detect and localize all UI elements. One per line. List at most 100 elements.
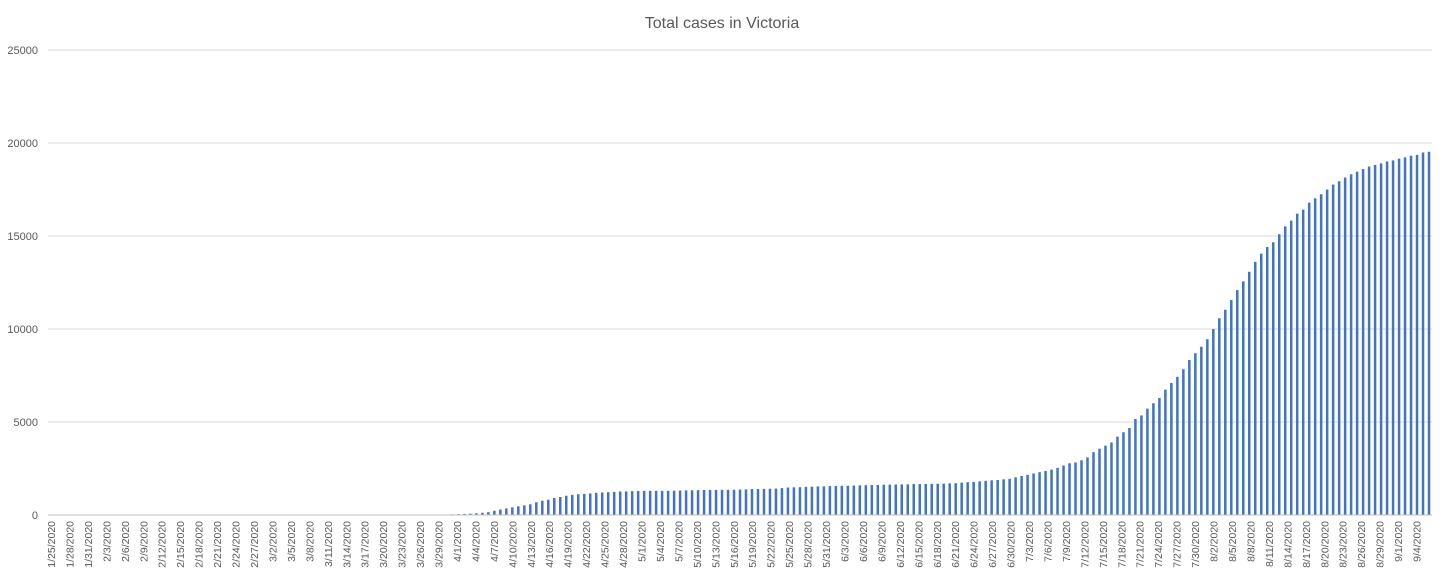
bar: [1379, 163, 1383, 515]
bar: [594, 492, 598, 515]
bar: [1301, 209, 1305, 515]
bar: [1026, 474, 1029, 515]
bar: [1104, 445, 1107, 515]
x-tick-label: 3/11/2020: [323, 521, 335, 567]
bar: [876, 484, 880, 515]
bar: [588, 493, 592, 515]
y-tick-label: 15000: [7, 231, 38, 243]
x-tick-label: 8/2/2020: [1209, 521, 1221, 562]
bar: [535, 502, 538, 515]
y-tick-label: 25000: [7, 45, 38, 57]
bar: [541, 500, 544, 515]
bars: [49, 151, 1431, 516]
bar: [1020, 475, 1023, 515]
bar: [1421, 152, 1425, 515]
bar: [888, 484, 892, 515]
x-tick-label: 2/21/2020: [212, 521, 224, 568]
bar: [1122, 432, 1125, 515]
x-tick-label: 4/28/2020: [618, 521, 630, 568]
bar: [984, 480, 987, 515]
bar: [864, 485, 868, 515]
bar: [912, 484, 916, 515]
bar: [936, 483, 939, 515]
bar: [1373, 164, 1377, 515]
x-tick-label: 9/1/2020: [1393, 521, 1405, 562]
bar: [924, 483, 927, 515]
x-tick-label: 3/17/2020: [360, 521, 372, 568]
x-tick-label: 6/3/2020: [839, 521, 851, 562]
bar: [774, 488, 778, 515]
bar: [1038, 472, 1041, 515]
bar: [1182, 369, 1185, 515]
bar: [900, 484, 904, 515]
bar: [852, 485, 856, 515]
bar: [726, 489, 730, 515]
bar: [1295, 213, 1299, 515]
bar: [1008, 478, 1011, 515]
x-tick-label: 1/28/2020: [64, 521, 76, 568]
x-tick-label: 6/21/2020: [950, 521, 962, 568]
bar: [547, 499, 550, 515]
bar: [1218, 318, 1221, 515]
x-tick-label: 2/18/2020: [194, 521, 206, 568]
bar: [529, 504, 532, 515]
y-tick-label: 10000: [7, 324, 38, 336]
x-tick-label: 4/1/2020: [452, 521, 464, 562]
bar: [672, 490, 676, 515]
x-tick-label: 8/5/2020: [1227, 521, 1239, 562]
bar: [696, 490, 700, 515]
bar: [630, 491, 634, 515]
bar: [499, 509, 502, 515]
x-tick-label: 3/14/2020: [341, 521, 353, 568]
bar: [996, 479, 999, 515]
x-tick-label: 3/8/2020: [304, 521, 316, 562]
bar: [1391, 160, 1395, 515]
x-tick-label: 2/3/2020: [101, 521, 113, 562]
bar: [553, 497, 556, 515]
bar: [828, 486, 832, 515]
x-tick-label: 5/31/2020: [821, 521, 833, 568]
bar: [780, 488, 784, 515]
bar: [648, 490, 652, 515]
bar: [606, 492, 610, 515]
bar: [576, 494, 580, 515]
x-tick-label: 3/2/2020: [267, 521, 279, 562]
x-tick-label: 7/27/2020: [1172, 521, 1184, 568]
bar: [1140, 415, 1143, 515]
bar: [792, 487, 796, 515]
bar: [570, 494, 574, 515]
x-tick-label: 9/4/2020: [1412, 521, 1424, 562]
bar: [1128, 428, 1131, 515]
x-tick-label: 5/4/2020: [655, 521, 667, 562]
x-tick-label: 5/13/2020: [710, 521, 722, 568]
bar: [1403, 157, 1407, 516]
bar: [1092, 452, 1095, 515]
bar: [463, 513, 466, 515]
y-axis-tick-labels: 0 5000 10000 15000 20000 25000: [7, 45, 38, 522]
x-tick-label: 8/20/2020: [1319, 521, 1331, 568]
x-tick-label: 7/12/2020: [1079, 521, 1091, 568]
bar: [1188, 359, 1191, 515]
bar: [660, 490, 664, 515]
x-tick-label: 6/24/2020: [969, 521, 981, 568]
bar: [822, 486, 826, 515]
bar: [1319, 194, 1323, 516]
bar: [1224, 309, 1227, 515]
bar: [906, 484, 910, 515]
bar: [684, 490, 688, 515]
x-tick-label: 1/31/2020: [83, 521, 95, 568]
bar: [750, 489, 754, 515]
bar: [894, 484, 898, 515]
bar: [1206, 339, 1209, 515]
bar: [1349, 174, 1353, 516]
x-tick-label: 4/16/2020: [544, 521, 556, 568]
x-tick-label: 6/15/2020: [913, 521, 925, 568]
x-tick-label: 3/23/2020: [397, 521, 409, 568]
x-tick-label: 4/10/2020: [507, 521, 519, 568]
bar: [708, 489, 712, 515]
bar: [582, 493, 586, 515]
bar: [816, 486, 820, 515]
x-tick-label: 7/9/2020: [1061, 521, 1073, 562]
bar: [1325, 189, 1329, 515]
bar: [517, 506, 520, 515]
